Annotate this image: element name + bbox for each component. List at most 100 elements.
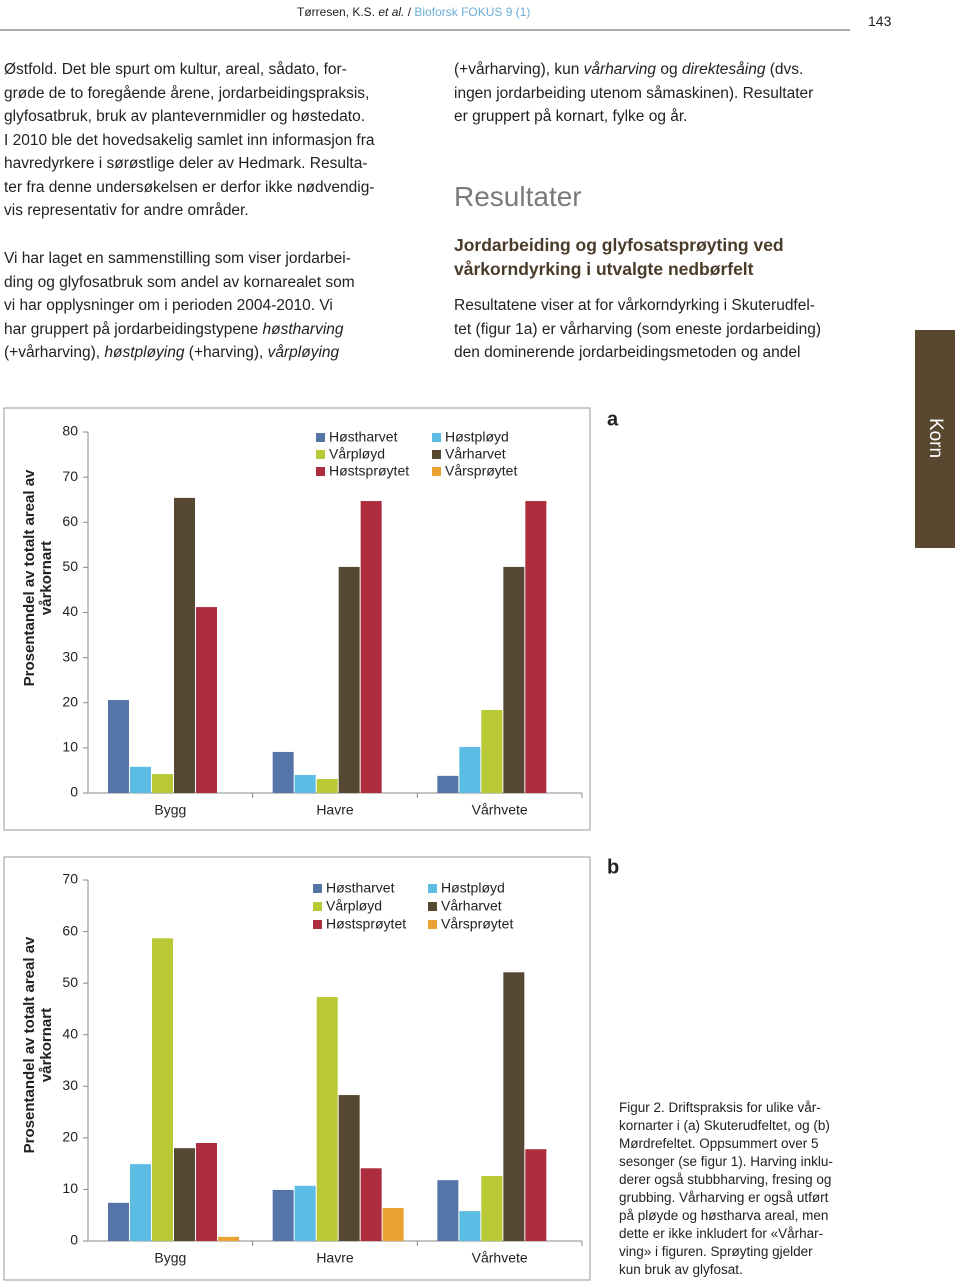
- bar: [437, 1180, 459, 1241]
- text-segment: høstpløying: [104, 344, 185, 361]
- caption-line: kornarter i (a) Skuterudfeltet, og (b): [619, 1118, 830, 1133]
- bar: [481, 1176, 503, 1241]
- legend-label: Høstharvet: [329, 429, 398, 445]
- text-segment: vårharving: [583, 61, 657, 78]
- y-tick-label: 40: [62, 603, 78, 619]
- legend-swatch: [428, 920, 437, 929]
- bar: [338, 566, 360, 793]
- y-tick-label: 0: [70, 1232, 78, 1248]
- text-segment: høstharving: [262, 320, 344, 338]
- bar: [108, 700, 129, 793]
- y-axis-title: vårkornart: [38, 1008, 55, 1082]
- legend-label: Høstpløyd: [441, 880, 505, 896]
- bar: [294, 774, 316, 793]
- body-line: glyfosatbruk, bruk av plantevernmidler o…: [4, 108, 365, 125]
- bar: [316, 997, 338, 1241]
- bar: [130, 1164, 151, 1241]
- y-tick-label: 70: [62, 468, 78, 484]
- legend-label: Høstpløyd: [445, 429, 509, 445]
- legend-swatch: [313, 902, 322, 911]
- bar: [382, 1207, 404, 1241]
- caption-line: grubbing. Vårharving er også utført: [619, 1190, 829, 1205]
- bar: [503, 972, 525, 1241]
- y-axis-title: Prosentandel av totalt areal av: [21, 469, 38, 686]
- legend-label: Vårpløyd: [326, 898, 382, 914]
- x-tick-label: Vårhvete: [472, 1250, 528, 1266]
- bar: [272, 751, 294, 793]
- body-line: ding og glyfosatbruk som andel av kornar…: [4, 273, 355, 291]
- legend-label: Vårsprøytet: [445, 463, 517, 479]
- y-tick-label: 60: [62, 922, 78, 938]
- bar: [525, 1149, 547, 1241]
- body-line: havredyrkere i sørøstlige deler av Hedma…: [4, 155, 368, 172]
- chart-label: a: [607, 408, 619, 430]
- y-tick-label: 20: [62, 1129, 78, 1145]
- running-header: Tørresen, K.S. et al. / Bioforsk FOKUS 9…: [297, 2, 530, 22]
- legend-swatch: [316, 467, 325, 476]
- caption-line: derer også stubbharving, fresing og: [619, 1172, 832, 1187]
- legend-label: Høstsprøytet: [329, 463, 409, 479]
- text-segment: vårpløying: [267, 344, 340, 361]
- caption-line: på pløyde og høstharva areal, men: [619, 1208, 829, 1223]
- body-line: ter fra denne undersøkelsen er derfor ik…: [4, 178, 375, 196]
- y-tick-label: 30: [62, 1077, 78, 1093]
- caption-line: Figur 2. Driftspraksis for ulike vår-: [619, 1100, 821, 1115]
- text-segment: Tørresen, K.S.: [297, 5, 379, 19]
- y-axis-title: Prosentandel av totalt areal av: [21, 936, 38, 1153]
- bar: [152, 938, 173, 1241]
- caption-line: Mørdrefeltet. Oppsummert over 5: [619, 1136, 819, 1151]
- y-tick-label: 50: [62, 974, 78, 990]
- body-line: Vi har laget en sammenstilling som viser…: [4, 250, 351, 267]
- text-segment: et al.: [378, 5, 405, 19]
- text-segment: Bioforsk FOKUS 9 (1): [414, 5, 531, 19]
- legend-swatch: [428, 902, 437, 911]
- body-line: vi har opplysninger om i perioden 2004-2…: [4, 297, 333, 314]
- legend-label: Høstsprøytet: [326, 916, 406, 932]
- caption-line: sesonger (se figur 1). Harving inklu-: [619, 1154, 833, 1169]
- legend-label: Vårsprøytet: [441, 916, 513, 932]
- body-line: vis representativ for andre områder.: [4, 202, 249, 219]
- body-line: grøde de to foregående årene, jordarbeid…: [4, 84, 370, 102]
- bar: [459, 746, 481, 793]
- y-tick-label: 60: [62, 513, 78, 529]
- chart-label: b: [607, 856, 619, 878]
- bar: [174, 1148, 195, 1241]
- x-tick-label: Bygg: [154, 802, 186, 818]
- caption-line: ving» i figuren. Sprøyting gjelder: [619, 1244, 813, 1259]
- y-tick-label: 70: [62, 871, 78, 887]
- body-line: Østfold. Det ble spurt om kultur, areal,…: [4, 61, 347, 78]
- bar: [272, 1189, 294, 1241]
- bar: [294, 1185, 316, 1241]
- body-line: har gruppert på jordarbeidingstypene høs…: [4, 320, 344, 340]
- bar: [338, 1095, 360, 1241]
- y-tick-label: 0: [70, 784, 78, 800]
- text-segment: /: [404, 5, 415, 19]
- body-line: er gruppert på kornart, fylke og år.: [454, 108, 688, 125]
- chart-frame: [3, 407, 591, 831]
- body-line: tet (figur 1a) er vårharving (som eneste…: [454, 320, 822, 338]
- caption-line: dette er ikke inkludert for «Vårhar-: [619, 1226, 824, 1241]
- legend-swatch: [313, 884, 322, 893]
- text-segment: direktesåing: [681, 61, 766, 78]
- y-tick-label: 10: [62, 1180, 78, 1196]
- section-heading: Resultater: [454, 181, 582, 212]
- body-line: Resultatene viser at for vårkorndyrking …: [454, 297, 815, 314]
- body-line: (+vårharving), høstpløying (+harving), v…: [4, 343, 339, 363]
- text-segment: og: [656, 61, 682, 78]
- side-tab-label: Korn: [925, 418, 946, 458]
- legend-swatch: [432, 467, 441, 476]
- y-tick-label: 20: [62, 693, 78, 709]
- bar: [360, 1168, 382, 1241]
- bar: [481, 709, 503, 793]
- body-line: den dominerende jordarbeidingsmetoden og…: [454, 344, 801, 361]
- legend-label: Høstharvet: [326, 880, 395, 896]
- bar: [174, 497, 195, 793]
- y-tick-label: 30: [62, 648, 78, 664]
- legend-label: Vårharvet: [445, 446, 506, 462]
- bar: [437, 775, 459, 793]
- bar: [525, 501, 547, 793]
- bar: [196, 607, 217, 793]
- bar: [152, 774, 173, 793]
